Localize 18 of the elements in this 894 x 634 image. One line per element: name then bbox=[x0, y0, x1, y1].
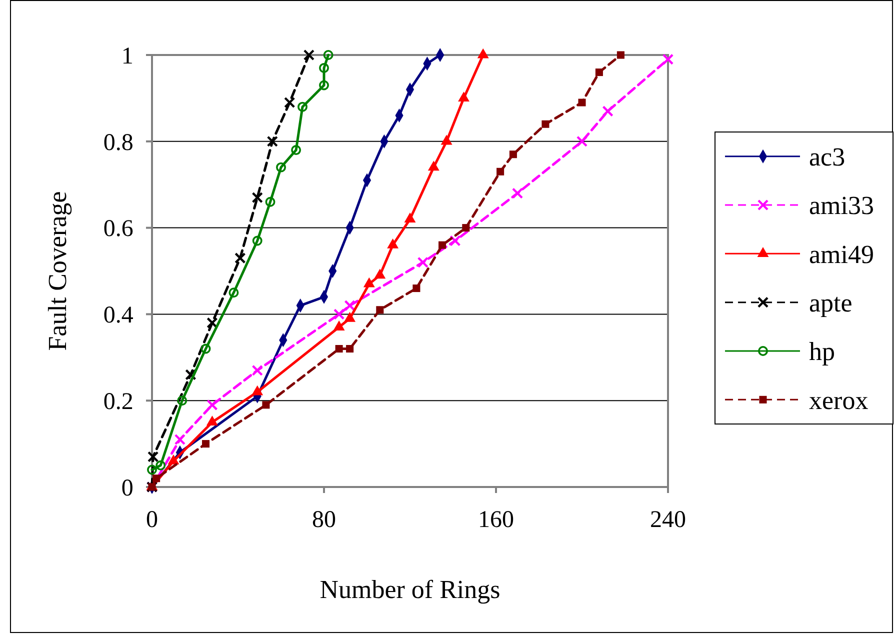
y-tick-label: 0.4 bbox=[103, 302, 134, 329]
y-tick-label: 0.6 bbox=[103, 216, 134, 242]
legend-label: ami49 bbox=[809, 240, 874, 269]
legend-label: xerox bbox=[809, 386, 868, 415]
y-tick-label: 0.2 bbox=[103, 389, 134, 415]
legend-label: ac3 bbox=[809, 142, 846, 172]
x-tick-label: 80 bbox=[312, 507, 336, 534]
y-tick-label: 1 bbox=[121, 43, 134, 70]
x-tick-label: 0 bbox=[146, 507, 158, 534]
y-tick-label: 0.8 bbox=[103, 130, 134, 156]
x-tick-label: 240 bbox=[650, 507, 686, 534]
y-axis-title: Fault Coverage bbox=[43, 191, 72, 351]
legend-label: apte bbox=[809, 288, 852, 318]
x-axis-title: Number of Rings bbox=[320, 575, 500, 604]
legend-label: hp bbox=[809, 337, 835, 366]
legend-label: ami33 bbox=[809, 191, 874, 220]
x-tick-label: 160 bbox=[478, 507, 514, 534]
y-tick-label: 0 bbox=[121, 475, 134, 502]
